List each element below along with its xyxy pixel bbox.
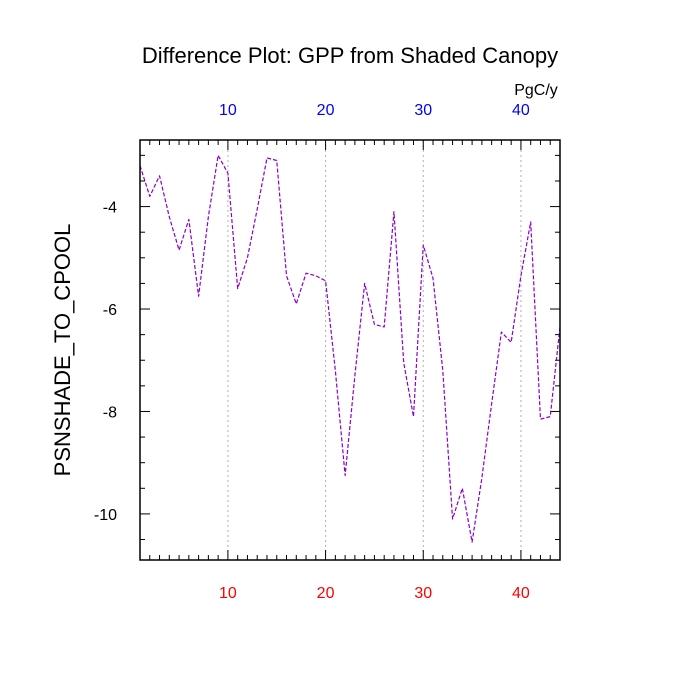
- x-tick-labels-bottom: 10 20 30 40: [219, 585, 530, 602]
- data-series: [139, 154, 561, 543]
- grid-lines: [227, 140, 522, 560]
- y-tick-label: -10: [94, 507, 117, 524]
- y-tick-labels: -10 -8 -6 -4: [94, 200, 117, 524]
- axis-ticks: [139, 140, 561, 560]
- y-tick-label: -4: [103, 200, 117, 217]
- x-tick-label-bottom: 40: [512, 585, 530, 602]
- y-tick-label: -6: [103, 302, 117, 319]
- y-axis-label: PSNSHADE_TO_CPOOL: [50, 224, 75, 477]
- plot-frame: [139, 139, 561, 561]
- y-tick-label: -8: [103, 404, 117, 421]
- x-tick-label-bottom: 30: [414, 585, 432, 602]
- units-label: PgC/y: [514, 82, 558, 99]
- x-tick-label-top: 20: [317, 102, 335, 119]
- series-line: [139, 154, 561, 543]
- x-tick-label-top: 40: [512, 102, 530, 119]
- x-tick-label-top: 30: [414, 102, 432, 119]
- x-tick-labels-top: 10 20 30 40: [219, 102, 530, 119]
- x-tick-label-bottom: 10: [219, 585, 237, 602]
- x-tick-label-bottom: 20: [317, 585, 335, 602]
- chart-title: Difference Plot: GPP from Shaded Canopy: [142, 43, 558, 68]
- x-tick-label-top: 10: [219, 102, 237, 119]
